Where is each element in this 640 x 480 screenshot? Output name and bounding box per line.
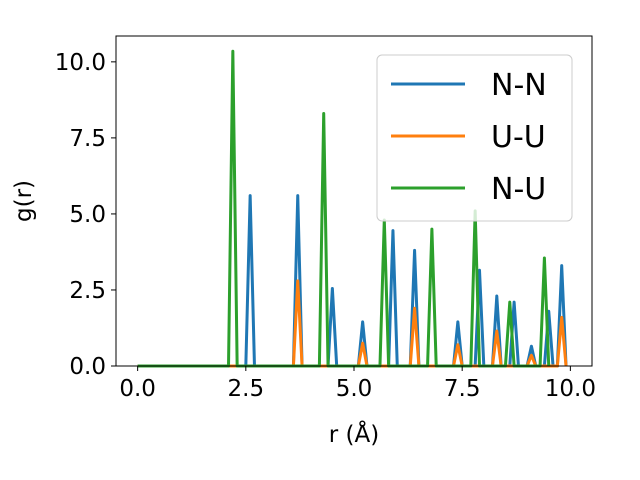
x-axis-label: r (Å) (329, 420, 379, 448)
x-tick-label: 5.0 (336, 376, 373, 402)
x-tick-label: 7.5 (444, 376, 481, 402)
y-tick-label: 2.5 (69, 278, 106, 304)
legend-label-u-u: U-U (491, 120, 546, 155)
x-tick-label: 10.0 (545, 376, 596, 402)
x-tick-label: 2.5 (228, 376, 265, 402)
y-tick-label: 10.0 (55, 50, 106, 76)
y-tick-label: 5.0 (69, 202, 106, 228)
legend-label-n-u: N-U (491, 172, 546, 207)
legend-frame (376, 54, 573, 222)
x-tick-label: 0.0 (119, 376, 156, 402)
y-tick-label: 7.5 (69, 126, 106, 152)
legend: N-N U-U N-U (376, 54, 573, 222)
y-tick-label: 0.0 (69, 354, 106, 380)
y-axis-label: g(r) (11, 180, 37, 222)
y-axis: 0.0 2.5 5.0 7.5 10.0 (55, 50, 116, 380)
x-axis: 0.0 2.5 5.0 7.5 10.0 (119, 366, 596, 402)
legend-label-n-n: N-N (491, 68, 547, 103)
